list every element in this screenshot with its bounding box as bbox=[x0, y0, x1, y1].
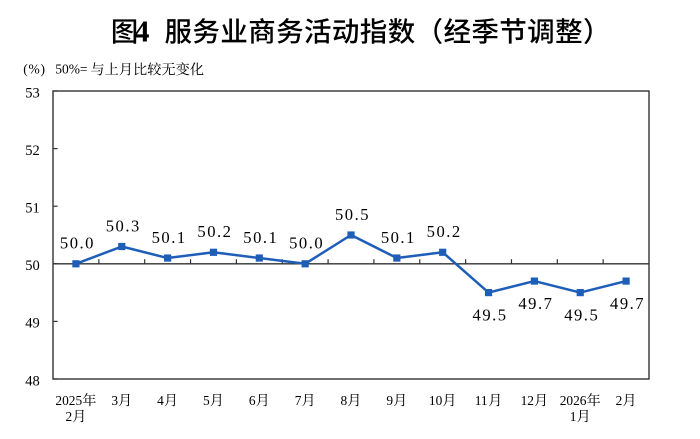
svg-text:50.1: 50.1 bbox=[381, 228, 416, 247]
svg-text:7: 7 bbox=[295, 393, 302, 408]
svg-text:2: 2 bbox=[616, 393, 623, 408]
svg-text:6: 6 bbox=[249, 393, 256, 408]
svg-text:5: 5 bbox=[203, 393, 210, 408]
svg-text:): ) bbox=[41, 61, 46, 76]
svg-text:10: 10 bbox=[429, 393, 443, 408]
svg-text:2025: 2025 bbox=[55, 393, 82, 408]
svg-text:4: 4 bbox=[134, 13, 150, 48]
svg-text:8: 8 bbox=[341, 393, 348, 408]
svg-text:50.1: 50.1 bbox=[152, 228, 187, 247]
svg-text:50.0: 50.0 bbox=[289, 234, 324, 253]
svg-text:50.0: 50.0 bbox=[60, 234, 95, 253]
svg-text:9: 9 bbox=[386, 393, 393, 408]
svg-text:50.5: 50.5 bbox=[335, 205, 370, 224]
svg-text:12: 12 bbox=[521, 393, 534, 408]
svg-text:50%=: 50%= bbox=[55, 61, 87, 76]
svg-text:49.5: 49.5 bbox=[564, 305, 599, 324]
svg-text:%: % bbox=[29, 61, 40, 76]
svg-text:3: 3 bbox=[111, 393, 118, 408]
svg-text:49.5: 49.5 bbox=[473, 305, 508, 324]
svg-text:4: 4 bbox=[157, 393, 164, 408]
svg-text:2: 2 bbox=[65, 409, 72, 424]
svg-text:(: ( bbox=[23, 61, 28, 76]
svg-text:49.7: 49.7 bbox=[518, 294, 553, 313]
svg-text:49: 49 bbox=[25, 316, 40, 332]
svg-text:50.2: 50.2 bbox=[427, 222, 462, 241]
svg-text:50: 50 bbox=[25, 258, 40, 274]
svg-text:50.2: 50.2 bbox=[197, 222, 232, 241]
svg-text:49.7: 49.7 bbox=[610, 294, 645, 313]
svg-text:48: 48 bbox=[25, 373, 40, 389]
svg-text:50.3: 50.3 bbox=[106, 216, 141, 235]
svg-text:50.1: 50.1 bbox=[243, 228, 278, 247]
svg-text:1: 1 bbox=[570, 409, 577, 424]
svg-text:51: 51 bbox=[25, 201, 40, 217]
svg-text:52: 52 bbox=[25, 143, 40, 159]
svg-text:11: 11 bbox=[475, 393, 488, 408]
svg-text:2026: 2026 bbox=[560, 393, 587, 408]
svg-text:53: 53 bbox=[25, 85, 40, 101]
